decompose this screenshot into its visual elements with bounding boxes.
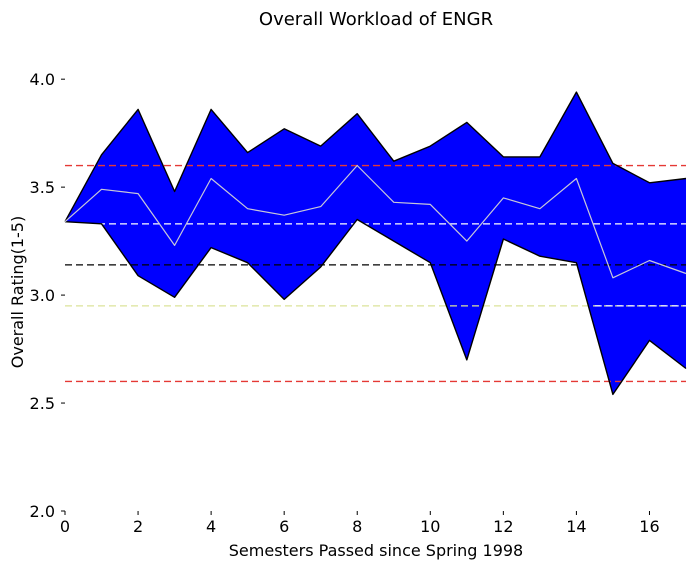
range-band — [65, 92, 686, 395]
x-tick-label: 12 — [493, 517, 513, 536]
x-tick-label: 6 — [279, 517, 289, 536]
x-axis: 0 2 4 6 8 10 12 14 16 — [60, 511, 660, 536]
x-tick-label: 2 — [133, 517, 143, 536]
y-tick-label: 2.0 — [30, 502, 55, 521]
mean-line — [64, 164, 687, 279]
x-tick-label: 16 — [639, 517, 659, 536]
y-axis-label: Overall Rating(1-5) — [8, 216, 27, 368]
y-tick-label: 3.0 — [30, 286, 55, 305]
chart-title: Overall Workload of ENGR — [259, 9, 493, 30]
x-axis-label: Semesters Passed since Spring 1998 — [229, 541, 523, 560]
x-tick-label: 10 — [420, 517, 440, 536]
y-tick-label: 3.5 — [30, 178, 55, 197]
y-tick-label: 2.5 — [30, 394, 55, 413]
y-axis: 2.0 2.5 3.0 3.5 4.0 — [30, 70, 65, 521]
lower-bound-line — [64, 218, 687, 396]
plot-area — [64, 91, 687, 396]
x-tick-label: 14 — [566, 517, 586, 536]
x-tick-label: 8 — [352, 517, 362, 536]
y-tick-label: 4.0 — [30, 70, 55, 89]
upper-bound-line — [64, 91, 687, 223]
x-tick-label: 4 — [206, 517, 216, 536]
x-tick-label: 0 — [60, 517, 70, 536]
